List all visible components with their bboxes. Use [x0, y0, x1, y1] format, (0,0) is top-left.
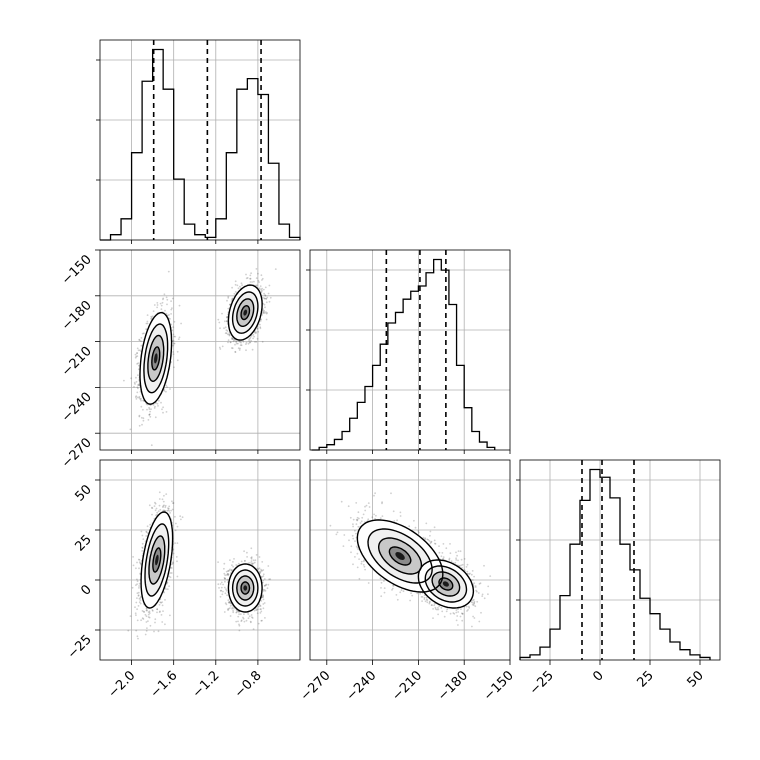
grid-lines: [100, 250, 300, 450]
panel-frame: [309, 249, 511, 451]
y-tick-label: −270: [59, 435, 95, 471]
contour-lines: [139, 284, 263, 405]
panel-frame: [99, 459, 301, 661]
contour: [240, 581, 251, 595]
contour: [417, 559, 475, 609]
contour: [148, 535, 166, 585]
panel-frame: [99, 39, 301, 241]
contour: [144, 523, 170, 597]
x-tick-label: −25: [527, 668, 557, 698]
contour: [152, 547, 162, 573]
contour: [227, 284, 263, 341]
contour: [236, 298, 255, 327]
hist-grid: [100, 59, 300, 181]
grid-lines: [100, 460, 300, 660]
contour: [424, 565, 468, 603]
panel-frame: [519, 459, 721, 661]
histogram-step-param-0: [100, 48, 301, 241]
y-tick-label: −180: [59, 298, 95, 334]
x-tick-label: −150: [481, 668, 517, 704]
contour-lines: [356, 519, 475, 609]
y-tick-label: 25: [73, 532, 95, 554]
contour: [231, 291, 259, 334]
y-tick-label: −240: [59, 390, 95, 426]
x-tick-label: −1.6: [148, 668, 181, 701]
contour: [356, 519, 444, 593]
y-tick-label: −150: [59, 252, 95, 288]
contour: [378, 537, 423, 575]
x-tick-label: 50: [685, 668, 707, 690]
x-tick-label: 0: [590, 668, 606, 684]
panel-frame: [309, 459, 511, 661]
x-tick-label: −270: [298, 668, 334, 704]
x-tick-label: −1.2: [190, 668, 223, 701]
contour: [151, 346, 161, 371]
histogram-step-param-2: [519, 468, 711, 660]
x-tick-label: −240: [344, 668, 380, 704]
contour: [139, 311, 173, 405]
histogram-step-param-1: [311, 258, 496, 451]
contour: [438, 577, 454, 591]
x-tick-label: −0.8: [232, 668, 265, 701]
x-tick-label: 25: [635, 668, 657, 690]
grid-lines: [131, 40, 259, 240]
contour: [147, 334, 165, 383]
panel-frame: [99, 249, 301, 451]
contour: [231, 569, 259, 607]
contour: [236, 575, 255, 601]
grid-lines: [326, 250, 465, 450]
y-tick-label: −210: [59, 344, 95, 380]
contour: [143, 323, 169, 394]
y-tick-label: 50: [73, 482, 95, 504]
contour-lines: [140, 511, 263, 613]
density-fill: [140, 285, 263, 405]
grid-lines: [549, 460, 701, 660]
contour: [240, 304, 251, 321]
contour: [388, 546, 412, 566]
hist-grid: [310, 269, 510, 391]
contour: [367, 528, 433, 584]
y-tick-label: 0: [78, 582, 94, 598]
density-fill: [141, 512, 263, 612]
x-tick-label: −210: [389, 668, 425, 704]
contour: [431, 571, 461, 597]
x-tick-label: −180: [435, 668, 471, 704]
x-tick-label: −2.0: [105, 668, 138, 701]
contour: [140, 511, 174, 609]
y-tick-label: −25: [65, 632, 95, 662]
contour: [227, 563, 263, 613]
